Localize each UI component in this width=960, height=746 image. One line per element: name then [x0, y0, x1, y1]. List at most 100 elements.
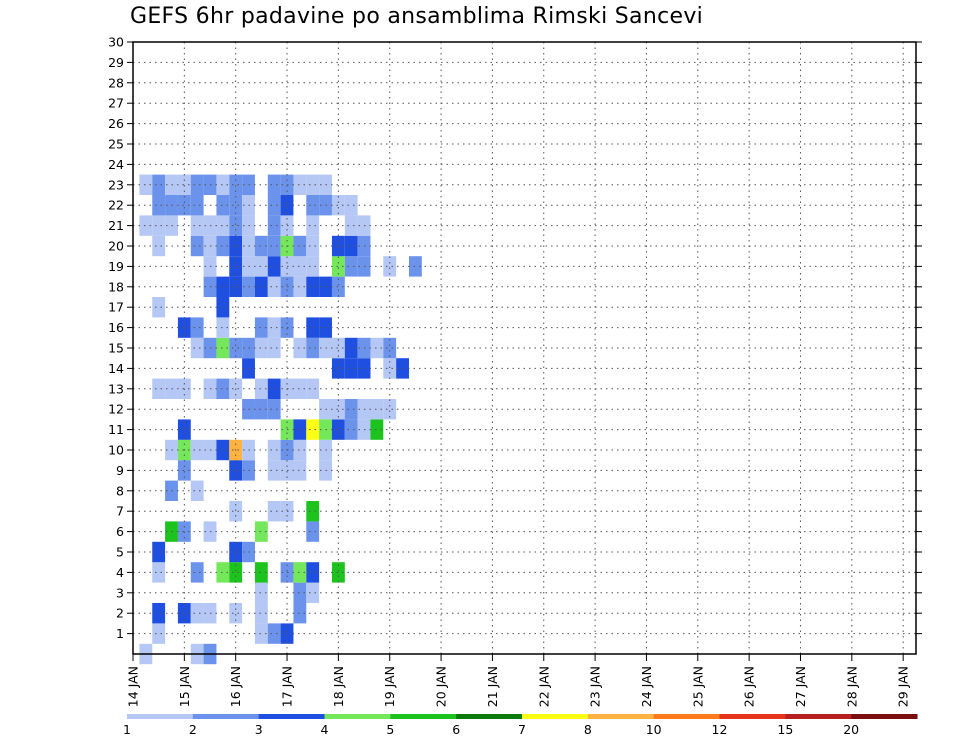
precip-cell: [254, 399, 268, 420]
legend-swatch: [192, 714, 260, 719]
y-tick-label: 25: [108, 137, 124, 152]
cells-layer: [139, 174, 422, 665]
precip-cell: [229, 541, 243, 563]
precip-cell: [229, 337, 243, 359]
precip-cell: [306, 562, 320, 583]
precip-cell: [344, 235, 358, 257]
legend-label: 1: [123, 722, 131, 737]
precip-cell: [306, 235, 320, 257]
precip-cell: [306, 256, 320, 277]
legend: 1 2 3 4 5 6 7 8 10 12 15 20: [123, 714, 918, 737]
precip-cell: [331, 562, 345, 583]
precip-cell: [216, 297, 230, 318]
precip-cell: [267, 174, 281, 195]
x-tick-label: 27 JAN: [793, 666, 808, 707]
precip-cell: [267, 215, 281, 236]
precip-cell: [254, 317, 268, 338]
precip-cell: [190, 603, 204, 624]
precip-cell: [293, 256, 307, 277]
precip-cell: [267, 399, 281, 420]
x-tick-label: 14 JAN: [126, 666, 141, 707]
precip-cell: [331, 358, 345, 379]
precip-cell: [408, 256, 422, 277]
legend-label: 10: [646, 722, 662, 737]
x-tick-label: 18 JAN: [331, 666, 346, 707]
precip-cell: [216, 195, 230, 216]
precip-cell: [267, 337, 281, 359]
x-tick-label: 15 JAN: [177, 666, 192, 707]
legend-label: 6: [452, 722, 460, 737]
legend-label: 20: [843, 722, 859, 737]
legend-swatch: [522, 714, 589, 719]
legend-swatch: [456, 714, 523, 719]
y-tick-label: 1: [116, 626, 124, 641]
precip-cell: [139, 215, 153, 236]
precip-cell: [267, 439, 281, 461]
precip-cell: [306, 501, 320, 522]
precip-cell: [216, 337, 230, 359]
precip-cell: [190, 235, 204, 257]
precip-cell: [306, 317, 320, 338]
precip-cell: [383, 399, 397, 420]
precip-cell: [306, 582, 320, 603]
precip-cell: [152, 541, 166, 563]
precip-cell: [293, 235, 307, 257]
precip-cell: [344, 337, 358, 359]
y-tick-label: 4: [116, 565, 124, 580]
precip-cell: [344, 256, 358, 277]
precip-cell: [152, 174, 166, 195]
precip-cell: [177, 174, 191, 195]
y-tick-label: 11: [108, 422, 124, 437]
ticks-layer: 1234567891011121314151617181920212223242…: [108, 35, 922, 707]
precip-cell: [229, 562, 243, 583]
y-tick-label: 22: [108, 198, 124, 213]
precip-cell: [190, 337, 204, 359]
legend-swatch: [324, 714, 391, 719]
precip-cell: [293, 276, 307, 297]
x-tick-label: 22 JAN: [536, 666, 551, 707]
legend-label: 8: [584, 722, 592, 737]
precip-cell: [344, 399, 358, 420]
precip-cell: [306, 337, 320, 359]
x-tick-label: 17 JAN: [280, 666, 295, 707]
precip-cell: [152, 215, 166, 236]
precip-cell: [152, 297, 166, 318]
legend-swatch: [258, 714, 325, 719]
precip-cell: [216, 439, 230, 461]
precip-cell: [267, 256, 281, 277]
legend-swatch: [719, 714, 786, 719]
y-tick-label: 18: [108, 279, 124, 294]
precip-cell: [229, 276, 243, 297]
precip-cell: [370, 337, 384, 359]
precip-cell: [190, 439, 204, 461]
precip-cell: [344, 195, 358, 216]
x-tick-label: 23 JAN: [588, 666, 603, 707]
precip-cell: [331, 399, 345, 420]
y-tick-label: 16: [108, 320, 124, 335]
precip-cell: [229, 501, 243, 522]
y-tick-label: 2: [116, 606, 124, 621]
precip-cell: [293, 562, 307, 583]
precip-cell: [177, 460, 191, 481]
precip-cell: [331, 337, 345, 359]
precip-cell: [152, 195, 166, 216]
legend-label: 5: [386, 722, 394, 737]
y-tick-label: 17: [108, 300, 124, 315]
legend-label: 4: [321, 722, 329, 737]
precip-cell: [293, 378, 307, 399]
precip-cell: [306, 419, 320, 440]
y-tick-label: 5: [116, 545, 124, 560]
precip-cell: [254, 603, 268, 624]
precip-cell: [229, 215, 243, 236]
precip-cell: [190, 195, 204, 216]
precip-cell: [216, 235, 230, 257]
legend-swatch: [653, 714, 720, 719]
precip-cell: [229, 460, 243, 481]
y-tick-label: 30: [108, 35, 124, 50]
precip-cell: [267, 195, 281, 216]
y-tick-label: 27: [108, 96, 124, 111]
precip-cell: [383, 337, 397, 359]
precip-cell: [331, 195, 345, 216]
precip-cell: [152, 603, 166, 624]
